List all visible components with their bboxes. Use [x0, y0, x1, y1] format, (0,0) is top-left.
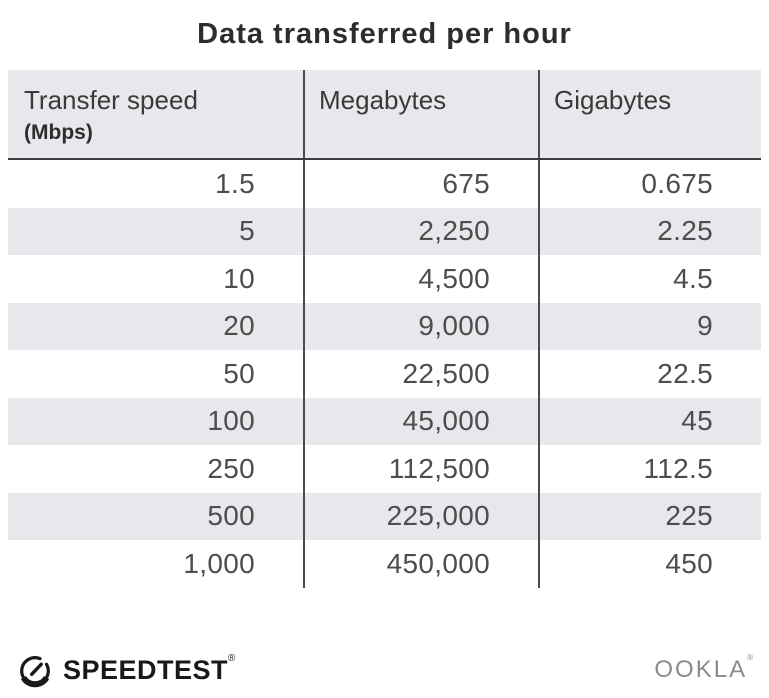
ookla-wordmark: OOKLA®	[654, 653, 755, 683]
table-row: 1,000 450,000 450	[8, 540, 761, 588]
cell-speed: 50	[223, 357, 255, 389]
table-row: 10 4,500 4.5	[8, 255, 761, 303]
cell-gigabytes: 0.675	[538, 160, 761, 208]
speedtest-wordmark-text: SPEEDTEST	[63, 654, 229, 685]
header-megabytes-label: Megabytes	[319, 85, 447, 115]
header-transfer-speed-label: Transfer speed	[24, 85, 198, 115]
cell-speed: 250	[207, 452, 255, 484]
table-row: 5 2,250 2.25	[8, 207, 761, 255]
header-transfer-speed: Transfer speed (Mbps)	[8, 70, 303, 158]
data-table: Transfer speed (Mbps) Megabytes Gigabyte…	[8, 70, 761, 588]
speedtest-logo: SPEEDTEST®	[16, 651, 236, 689]
table-body: 1.5 675 0.675 5 2,250 2.25 10 4,500 4.5 …	[8, 160, 761, 588]
cell-megabytes: 4,500	[303, 255, 538, 303]
table-row: 1.5 675 0.675	[8, 160, 761, 208]
header-gigabytes-label: Gigabytes	[554, 85, 672, 115]
cell-megabytes: 450,000	[303, 540, 538, 588]
ookla-logo: OOKLA®	[654, 653, 755, 684]
speedtest-wordmark: SPEEDTEST®	[63, 652, 236, 686]
cell-megabytes: 22,500	[303, 350, 538, 398]
table-row: 250 112,500 112.5	[8, 445, 761, 493]
cell-gigabytes: 4.5	[538, 255, 761, 303]
cell-gigabytes: 2.25	[538, 207, 761, 255]
cell-speed: 1,000	[183, 547, 255, 579]
cell-gigabytes: 9	[538, 302, 761, 350]
cell-megabytes: 2,250	[303, 207, 538, 255]
cell-megabytes: 9,000	[303, 302, 538, 350]
cell-megabytes: 112,500	[303, 445, 538, 493]
header-megabytes: Megabytes	[303, 70, 538, 158]
table-header-row: Transfer speed (Mbps) Megabytes Gigabyte…	[8, 70, 761, 160]
cell-speed: 500	[207, 500, 255, 532]
speedtest-gauge-icon	[20, 656, 50, 688]
cell-speed: 100	[207, 405, 255, 437]
cell-speed: 5	[239, 215, 255, 247]
table-row: 500 225,000 225	[8, 492, 761, 540]
cell-gigabytes: 450	[538, 540, 761, 588]
header-speed-unit-label: (Mbps)	[24, 121, 93, 144]
cell-gigabytes: 45	[538, 397, 761, 445]
footer: SPEEDTEST® OOKLA®	[16, 648, 755, 692]
table-row: 50 22,500 22.5	[8, 350, 761, 398]
table-row: 20 9,000 9	[8, 302, 761, 350]
page-title: Data transferred per hour	[197, 18, 572, 50]
cell-gigabytes: 112.5	[538, 445, 761, 493]
cell-speed: 1.5	[215, 167, 255, 199]
cell-megabytes: 675	[303, 160, 538, 208]
table-row: 100 45,000 45	[8, 397, 761, 445]
registered-trademark-icon: ®	[747, 653, 755, 662]
cell-speed: 10	[223, 262, 255, 294]
cell-gigabytes: 225	[538, 492, 761, 540]
cell-gigabytes: 22.5	[538, 350, 761, 398]
cell-speed: 20	[223, 310, 255, 342]
cell-megabytes: 45,000	[303, 397, 538, 445]
cell-megabytes: 225,000	[303, 492, 538, 540]
registered-trademark-icon: ®	[228, 652, 236, 664]
header-gigabytes: Gigabytes	[538, 70, 761, 158]
ookla-wordmark-text: OOKLA	[654, 656, 748, 683]
